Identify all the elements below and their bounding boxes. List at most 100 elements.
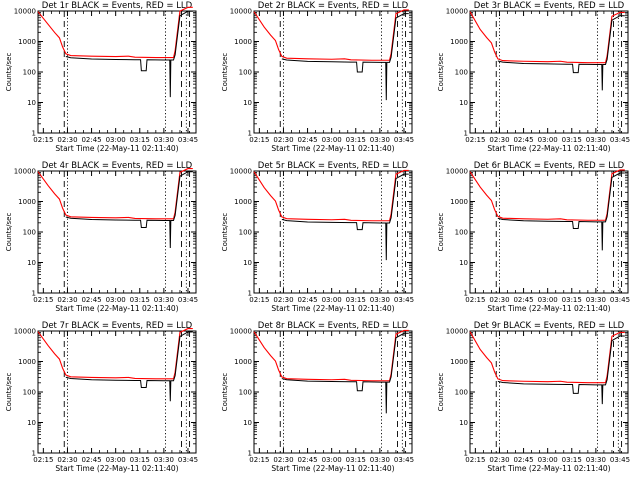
x-axis-label: Start Time (22-May-11 02:11:40) xyxy=(487,464,610,473)
x-tick-label: 03:45 xyxy=(610,136,630,144)
y-tick-label: 1 xyxy=(248,290,252,298)
y-tick-label: 1 xyxy=(464,290,468,298)
events-series-line xyxy=(497,335,625,405)
x-tick-label: 02:30 xyxy=(489,136,509,144)
axes-frame xyxy=(37,170,197,294)
y-axis-label: Counts/sec xyxy=(5,373,13,412)
x-tick-label: 03:15 xyxy=(346,136,366,144)
y-tick-label: 1000 xyxy=(450,38,468,46)
x-tick-label: 02:45 xyxy=(297,136,317,144)
chart-panel-9: Det 9r BLACK = Events, RED = LLD 1 10 100 10… xyxy=(437,321,630,473)
chart-panel-1: Det 1r BLACK = Events, RED = LLD 1 10 100 10… xyxy=(5,1,198,153)
panel-title: Det 7r BLACK = Events, RED = LLD xyxy=(42,321,193,331)
x-tick-label: 02:45 xyxy=(81,296,101,304)
x-tick-label: 03:00 xyxy=(538,136,558,144)
events-series-line xyxy=(497,15,625,91)
x-tick-label: 03:45 xyxy=(178,296,198,304)
chart-panel-6: Det 6r BLACK = Events, RED = LLD 1 10 100 10… xyxy=(437,161,630,313)
lld-series-line xyxy=(469,331,625,384)
y-tick-label: 1 xyxy=(248,130,252,138)
x-tick-label: 03:30 xyxy=(586,456,606,464)
x-tick-label: 02:15 xyxy=(465,136,485,144)
lld-series-line xyxy=(37,328,193,380)
y-tick-label: 10 xyxy=(459,99,468,107)
y-tick-label: 10000 xyxy=(446,328,468,336)
y-tick-label: 1000 xyxy=(234,38,252,46)
x-tick-label: 02:15 xyxy=(249,456,269,464)
y-axis-label: Counts/sec xyxy=(221,53,229,92)
y-tick-label: 1000 xyxy=(18,38,36,46)
events-series-line xyxy=(281,13,409,101)
axes-frame xyxy=(253,170,413,294)
y-tick-label: 1 xyxy=(464,450,468,458)
y-tick-label: 10 xyxy=(27,99,36,107)
panel-title: Det 1r BLACK = Events, RED = LLD xyxy=(42,1,193,11)
x-tick-label: 03:45 xyxy=(178,136,198,144)
y-tick-label: 100 xyxy=(455,69,468,77)
x-tick-label: 03:30 xyxy=(154,456,174,464)
y-tick-label: 100 xyxy=(239,389,252,397)
chart-panel-8: Det 8r BLACK = Events, RED = LLD 1 10 100 10… xyxy=(221,321,414,473)
lld-series-line xyxy=(37,6,193,59)
x-tick-label: 02:30 xyxy=(57,296,77,304)
y-tick-label: 10000 xyxy=(446,8,468,16)
lld-series-line xyxy=(469,169,625,221)
panel-title: Det 2r BLACK = Events, RED = LLD xyxy=(258,1,409,11)
x-tick-label: 02:15 xyxy=(249,136,269,144)
panel-title: Det 3r BLACK = Events, RED = LLD xyxy=(474,1,625,11)
y-tick-label: 10 xyxy=(27,259,36,267)
x-tick-label: 02:45 xyxy=(81,456,101,464)
x-tick-label: 02:15 xyxy=(465,296,485,304)
x-axis-label: Start Time (22-May-11 02:11:40) xyxy=(55,144,178,153)
y-tick-label: 10000 xyxy=(14,8,36,16)
y-tick-label: 10 xyxy=(243,99,252,107)
x-tick-label: 03:15 xyxy=(346,296,366,304)
x-tick-label: 03:30 xyxy=(370,456,390,464)
x-tick-label: 03:00 xyxy=(106,136,126,144)
y-tick-label: 100 xyxy=(23,389,36,397)
x-axis-label: Start Time (22-May-11 02:11:40) xyxy=(271,304,394,313)
y-tick-label: 1000 xyxy=(18,358,36,366)
lld-series-line xyxy=(253,169,409,222)
panel-title: Det 8r BLACK = Events, RED = LLD xyxy=(258,321,409,331)
axes-frame xyxy=(469,10,629,134)
x-tick-label: 03:00 xyxy=(538,296,558,304)
events-series-line xyxy=(65,171,193,248)
x-tick-label: 03:30 xyxy=(154,296,174,304)
lld-series-line xyxy=(253,329,409,382)
y-tick-label: 10000 xyxy=(230,168,252,176)
x-tick-label: 02:30 xyxy=(57,136,77,144)
y-tick-label: 10000 xyxy=(14,328,36,336)
events-series-line xyxy=(497,172,625,251)
y-tick-label: 10 xyxy=(459,259,468,267)
axes-frame xyxy=(469,330,629,454)
panel-title: Det 5r BLACK = Events, RED = LLD xyxy=(258,161,409,171)
y-tick-label: 10000 xyxy=(446,168,468,176)
axes-frame xyxy=(253,10,413,134)
x-tick-label: 02:45 xyxy=(297,456,317,464)
events-series-line xyxy=(281,173,409,261)
y-tick-label: 100 xyxy=(239,229,252,237)
x-tick-label: 02:30 xyxy=(273,136,293,144)
x-tick-label: 03:45 xyxy=(394,296,414,304)
y-tick-label: 1000 xyxy=(234,358,252,366)
x-tick-label: 03:45 xyxy=(394,136,414,144)
y-tick-label: 10000 xyxy=(230,8,252,16)
y-tick-label: 1 xyxy=(32,130,36,138)
events-series-line xyxy=(281,332,409,414)
y-axis-label: Counts/sec xyxy=(437,373,445,412)
panel-title: Det 6r BLACK = Events, RED = LLD xyxy=(474,161,625,171)
panel-title: Det 4r BLACK = Events, RED = LLD xyxy=(42,161,193,171)
events-series-line xyxy=(65,331,193,402)
x-axis-label: Start Time (22-May-11 02:11:40) xyxy=(271,464,394,473)
x-axis-label: Start Time (22-May-11 02:11:40) xyxy=(487,304,610,313)
y-axis-label: Counts/sec xyxy=(5,213,13,252)
x-tick-label: 03:15 xyxy=(346,456,366,464)
x-tick-label: 03:00 xyxy=(538,456,558,464)
x-tick-label: 03:30 xyxy=(154,136,174,144)
y-tick-label: 10 xyxy=(243,259,252,267)
x-tick-label: 03:15 xyxy=(562,136,582,144)
axes-frame xyxy=(253,330,413,454)
x-tick-label: 03:15 xyxy=(130,136,150,144)
x-tick-label: 02:15 xyxy=(33,296,53,304)
